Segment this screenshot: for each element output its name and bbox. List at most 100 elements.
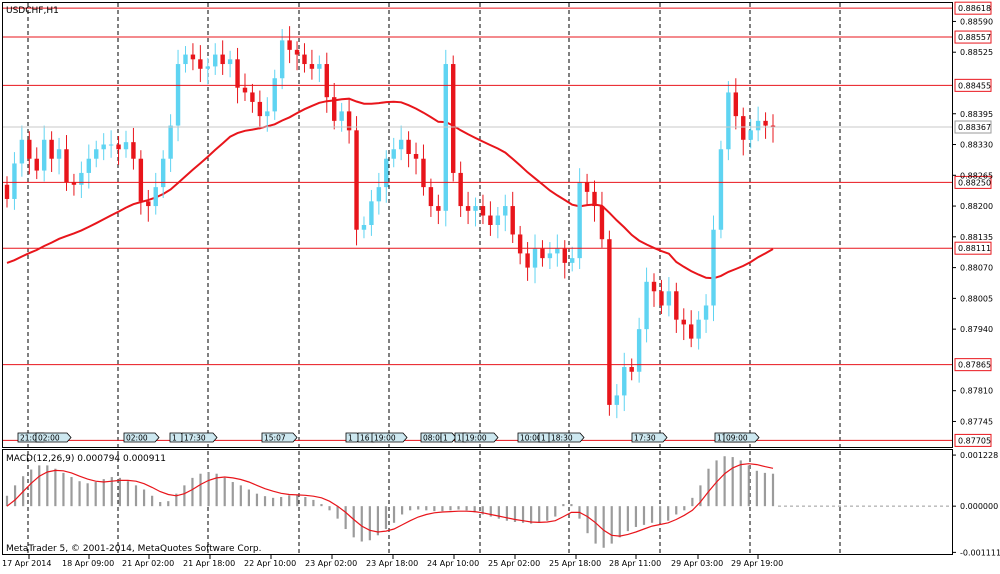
candle-body bbox=[488, 215, 493, 225]
candle-body bbox=[4, 184, 10, 199]
candle-body bbox=[339, 111, 344, 121]
candle-body bbox=[190, 54, 196, 60]
candle-body bbox=[153, 187, 158, 207]
event-tag-label: 02:00 bbox=[126, 434, 148, 443]
time-tick-label: 23 Apr 02:00 bbox=[305, 559, 357, 568]
event-tag bbox=[440, 432, 457, 443]
event-tag-label: 08:00 bbox=[423, 434, 445, 443]
time-tick-label: 21 Apr 02:00 bbox=[122, 559, 174, 568]
candle-body bbox=[279, 40, 285, 79]
time-tick-label: 22 Apr 10:00 bbox=[244, 559, 296, 568]
candle-body bbox=[688, 324, 694, 339]
candle-body bbox=[302, 54, 307, 65]
price-level-box bbox=[954, 1, 992, 15]
candle-body bbox=[294, 49, 300, 55]
price-tick-label: 0.87940 bbox=[960, 325, 993, 334]
candle-body bbox=[555, 248, 560, 254]
event-tag-label: 1 bbox=[541, 434, 546, 443]
candle-body bbox=[12, 163, 17, 199]
macd-tick-label: -0.001111 bbox=[960, 548, 1000, 557]
candle-body bbox=[94, 149, 99, 159]
event-tag bbox=[123, 432, 160, 443]
event-tag bbox=[462, 432, 499, 443]
candle-body bbox=[160, 158, 166, 188]
macd-label: MACD(12,26,9) 0.000794 0.000911 bbox=[6, 454, 166, 464]
time-tick-label: 17 Apr 2014 bbox=[2, 559, 51, 568]
candle-body bbox=[525, 253, 530, 268]
candle-body bbox=[86, 158, 92, 173]
price-level-label: 0.88455 bbox=[958, 81, 991, 90]
candle-body bbox=[398, 139, 404, 150]
price-level-label: 0.88618 bbox=[958, 4, 991, 13]
price-tick-label: 0.88265 bbox=[960, 171, 993, 180]
price-axis: 0.885900.885250.883950.883300.882650.882… bbox=[3, 17, 993, 426]
candle-body bbox=[503, 206, 508, 216]
candle-body bbox=[584, 182, 590, 192]
candle-body bbox=[681, 319, 686, 325]
candle-body bbox=[213, 54, 218, 67]
event-tag-label: 16 bbox=[360, 434, 370, 443]
candle-body bbox=[636, 329, 642, 372]
candle-body bbox=[220, 54, 225, 65]
event-tag-label: 18:30 bbox=[551, 434, 573, 443]
candle-body bbox=[718, 149, 724, 230]
candle-body bbox=[659, 291, 664, 306]
candle-body bbox=[651, 281, 657, 292]
candle-body bbox=[56, 149, 62, 159]
time-tick-label: 25 Apr 02:00 bbox=[488, 559, 540, 568]
candle-body bbox=[592, 191, 597, 207]
candle-body bbox=[183, 54, 188, 65]
candle-body bbox=[265, 111, 270, 117]
candle-body bbox=[41, 139, 47, 171]
candle-body bbox=[138, 158, 144, 202]
candle-body bbox=[384, 158, 389, 188]
price-level-box bbox=[954, 78, 992, 92]
candle-body bbox=[332, 97, 337, 121]
candle-body bbox=[131, 142, 136, 159]
candle-body bbox=[34, 158, 39, 171]
price-level-label: 0.87705 bbox=[958, 436, 991, 445]
candle-body bbox=[257, 101, 263, 117]
event-tag-label: 21:0 bbox=[20, 434, 37, 443]
candle-body bbox=[599, 206, 605, 240]
price-level-box bbox=[954, 241, 992, 255]
event-tags: 21:0 02:00 02:00 1 17:30 15:07 1 16 19:00 08:001 1… bbox=[17, 432, 760, 443]
candle-body bbox=[711, 229, 716, 306]
candle-body bbox=[71, 182, 77, 185]
candle-body bbox=[451, 64, 456, 173]
price-level-label: 0.88557 bbox=[958, 33, 991, 42]
candle-body bbox=[666, 291, 672, 306]
candle-body bbox=[354, 130, 359, 230]
moving-average-line bbox=[6, 97, 774, 280]
candle-body bbox=[19, 139, 25, 164]
event-tag bbox=[723, 432, 760, 443]
event-tag bbox=[631, 432, 668, 443]
event-tag bbox=[35, 432, 72, 443]
time-tick-label: 21 Apr 18:00 bbox=[183, 559, 235, 568]
event-tag-label: 02:00 bbox=[38, 434, 60, 443]
candle-body bbox=[324, 64, 329, 98]
price-tick-label: 0.88330 bbox=[960, 141, 993, 150]
candle-body bbox=[703, 305, 709, 320]
candle-body bbox=[480, 206, 486, 216]
candle-body bbox=[510, 206, 515, 235]
symbol-title: USDCHF,H1 bbox=[6, 6, 59, 16]
candle-body bbox=[517, 234, 523, 254]
price-panel bbox=[2, 2, 953, 448]
copyright-text: MetaTrader 5, © 2001-2014, MetaQuotes So… bbox=[6, 544, 262, 554]
candle-body bbox=[79, 172, 84, 185]
candle-body bbox=[495, 215, 501, 225]
candle-body bbox=[770, 125, 776, 128]
candle-body bbox=[413, 153, 419, 159]
price-level-label: 0.87865 bbox=[958, 361, 991, 370]
candle-body bbox=[235, 59, 240, 88]
event-tag-label: 19:00 bbox=[465, 434, 487, 443]
candle-body bbox=[123, 142, 129, 150]
candle-body bbox=[242, 87, 248, 93]
time-tick-label: 28 Apr 11:00 bbox=[609, 559, 661, 568]
price-tick-label: 0.88395 bbox=[960, 110, 993, 119]
event-tag bbox=[181, 432, 218, 443]
candle-body bbox=[562, 248, 567, 263]
candles bbox=[4, 26, 776, 419]
